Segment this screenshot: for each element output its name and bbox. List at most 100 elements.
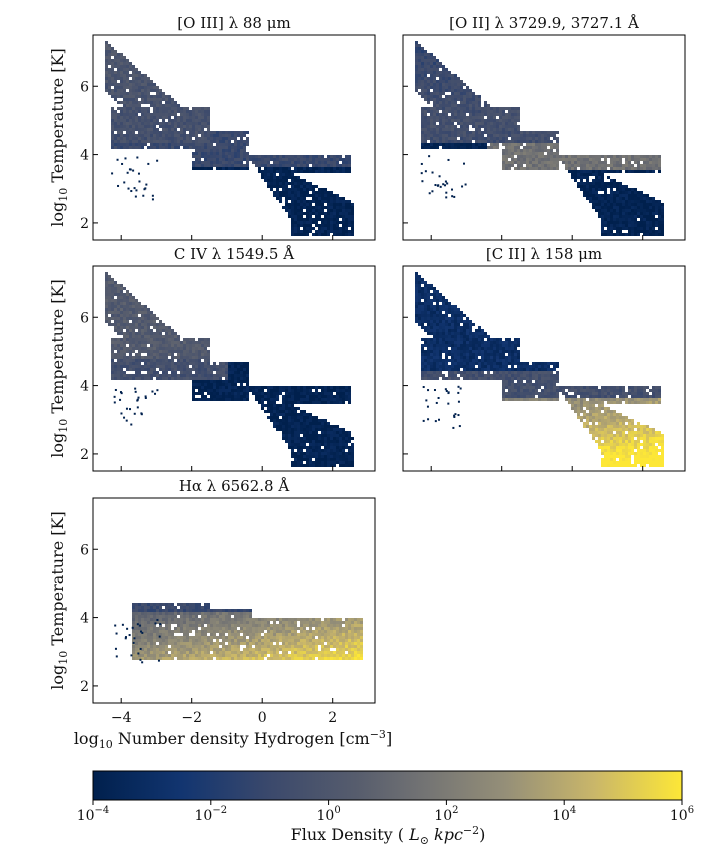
heatmap-cell <box>144 329 147 332</box>
heatmap-cell <box>297 179 300 182</box>
heatmap-cell <box>348 215 351 218</box>
heatmap-cell <box>457 326 460 329</box>
heatmap-cell <box>658 212 661 215</box>
heatmap-cell <box>273 194 276 197</box>
heatmap-cell <box>303 233 306 236</box>
heatmap-cell <box>201 134 204 137</box>
heatmap-cell <box>111 287 114 290</box>
heatmap-cell <box>622 164 625 167</box>
heatmap-cell <box>135 311 138 314</box>
heatmap-cell <box>207 113 210 116</box>
heatmap-cell <box>141 107 144 110</box>
heatmap-cell <box>502 134 505 137</box>
heatmap-cell <box>264 410 267 413</box>
heatmap-cell <box>114 299 117 302</box>
heatmap-cell <box>484 332 487 335</box>
heatmap-cell <box>282 425 285 428</box>
heatmap-cell <box>207 362 210 365</box>
heatmap-cell <box>303 203 306 206</box>
heatmap-cell <box>132 80 135 83</box>
heatmap-cell <box>174 344 177 347</box>
heatmap-cell <box>204 347 207 350</box>
heatmap-cell <box>114 80 117 83</box>
heatmap-cell <box>424 80 427 83</box>
heatmap-cell <box>421 122 424 125</box>
heatmap-cell <box>333 425 336 428</box>
heatmap-cell <box>144 314 147 317</box>
heatmap-cell <box>336 398 339 401</box>
heatmap-cell <box>174 143 177 146</box>
heatmap-cell <box>114 110 117 113</box>
heatmap-cell <box>276 155 279 158</box>
heatmap-cell <box>454 347 457 350</box>
heatmap-cell <box>165 101 168 104</box>
heatmap-cell <box>111 107 114 110</box>
heatmap-cell <box>309 389 312 392</box>
heatmap-cell <box>318 158 321 161</box>
heatmap-cell <box>424 92 427 95</box>
heatmap-cell <box>466 131 469 134</box>
heatmap-cell <box>294 440 297 443</box>
heatmap-cell <box>171 368 174 371</box>
heatmap-cell <box>487 353 490 356</box>
heatmap-cell <box>189 362 192 365</box>
heatmap-cell <box>246 368 249 371</box>
heatmap-cell <box>580 167 583 170</box>
heatmap-cell <box>198 116 201 119</box>
heatmap-cell <box>114 353 117 356</box>
heatmap-cell <box>153 98 156 101</box>
heatmap-cell <box>484 143 487 146</box>
heatmap-cell <box>318 224 321 227</box>
heatmap-cell <box>144 341 147 344</box>
heatmap-cell <box>649 158 652 161</box>
heatmap-cell <box>547 131 550 134</box>
heatmap-cell <box>189 110 192 113</box>
heatmap-cell <box>165 332 168 335</box>
heatmap-cell <box>288 398 291 401</box>
heatmap-cell <box>240 374 243 377</box>
heatmap-cell <box>610 197 613 200</box>
heatmap-cell <box>472 338 475 341</box>
heatmap-cell <box>285 422 288 425</box>
heatmap-cell <box>294 167 297 170</box>
heatmap-cell <box>324 389 327 392</box>
heatmap-cell <box>433 314 436 317</box>
heatmap-cell <box>418 62 421 65</box>
heatmap-cell <box>162 137 165 140</box>
heatmap-cell <box>610 212 613 215</box>
heatmap-cell <box>291 197 294 200</box>
heatmap-cell <box>318 167 321 170</box>
heatmap-cell <box>156 341 159 344</box>
heatmap-cell <box>111 71 114 74</box>
heatmap-cell <box>321 161 324 164</box>
heatmap-cell <box>291 449 294 452</box>
heatmap-cell <box>427 80 430 83</box>
heatmap-cell <box>147 338 150 341</box>
heatmap-cell <box>457 347 460 350</box>
heatmap-cell <box>315 389 318 392</box>
heatmap-cell <box>291 188 294 191</box>
heatmap-cell <box>204 398 207 401</box>
heatmap-cell <box>469 92 472 95</box>
heatmap-cell <box>294 191 297 194</box>
heatmap-cell <box>117 71 120 74</box>
heatmap-cell <box>424 326 427 329</box>
heatmap-cell <box>165 107 168 110</box>
heatmap-cell <box>135 110 138 113</box>
heatmap-cell <box>111 53 114 56</box>
heatmap-cell <box>333 221 336 224</box>
heatmap-cell <box>415 50 418 53</box>
heatmap-cell <box>297 209 300 212</box>
heatmap-cell <box>282 182 285 185</box>
heatmap-cell <box>649 197 652 200</box>
heatmap-cell <box>231 368 234 371</box>
heatmap-cell <box>204 164 207 167</box>
heatmap-cell <box>234 398 237 401</box>
heatmap-cell <box>234 389 237 392</box>
heatmap-cell <box>309 188 312 191</box>
heatmap-cell <box>625 188 628 191</box>
heatmap-cell <box>436 140 439 143</box>
heatmap-cell <box>132 137 135 140</box>
heatmap-cell <box>466 107 469 110</box>
heatmap-cell <box>231 371 234 374</box>
